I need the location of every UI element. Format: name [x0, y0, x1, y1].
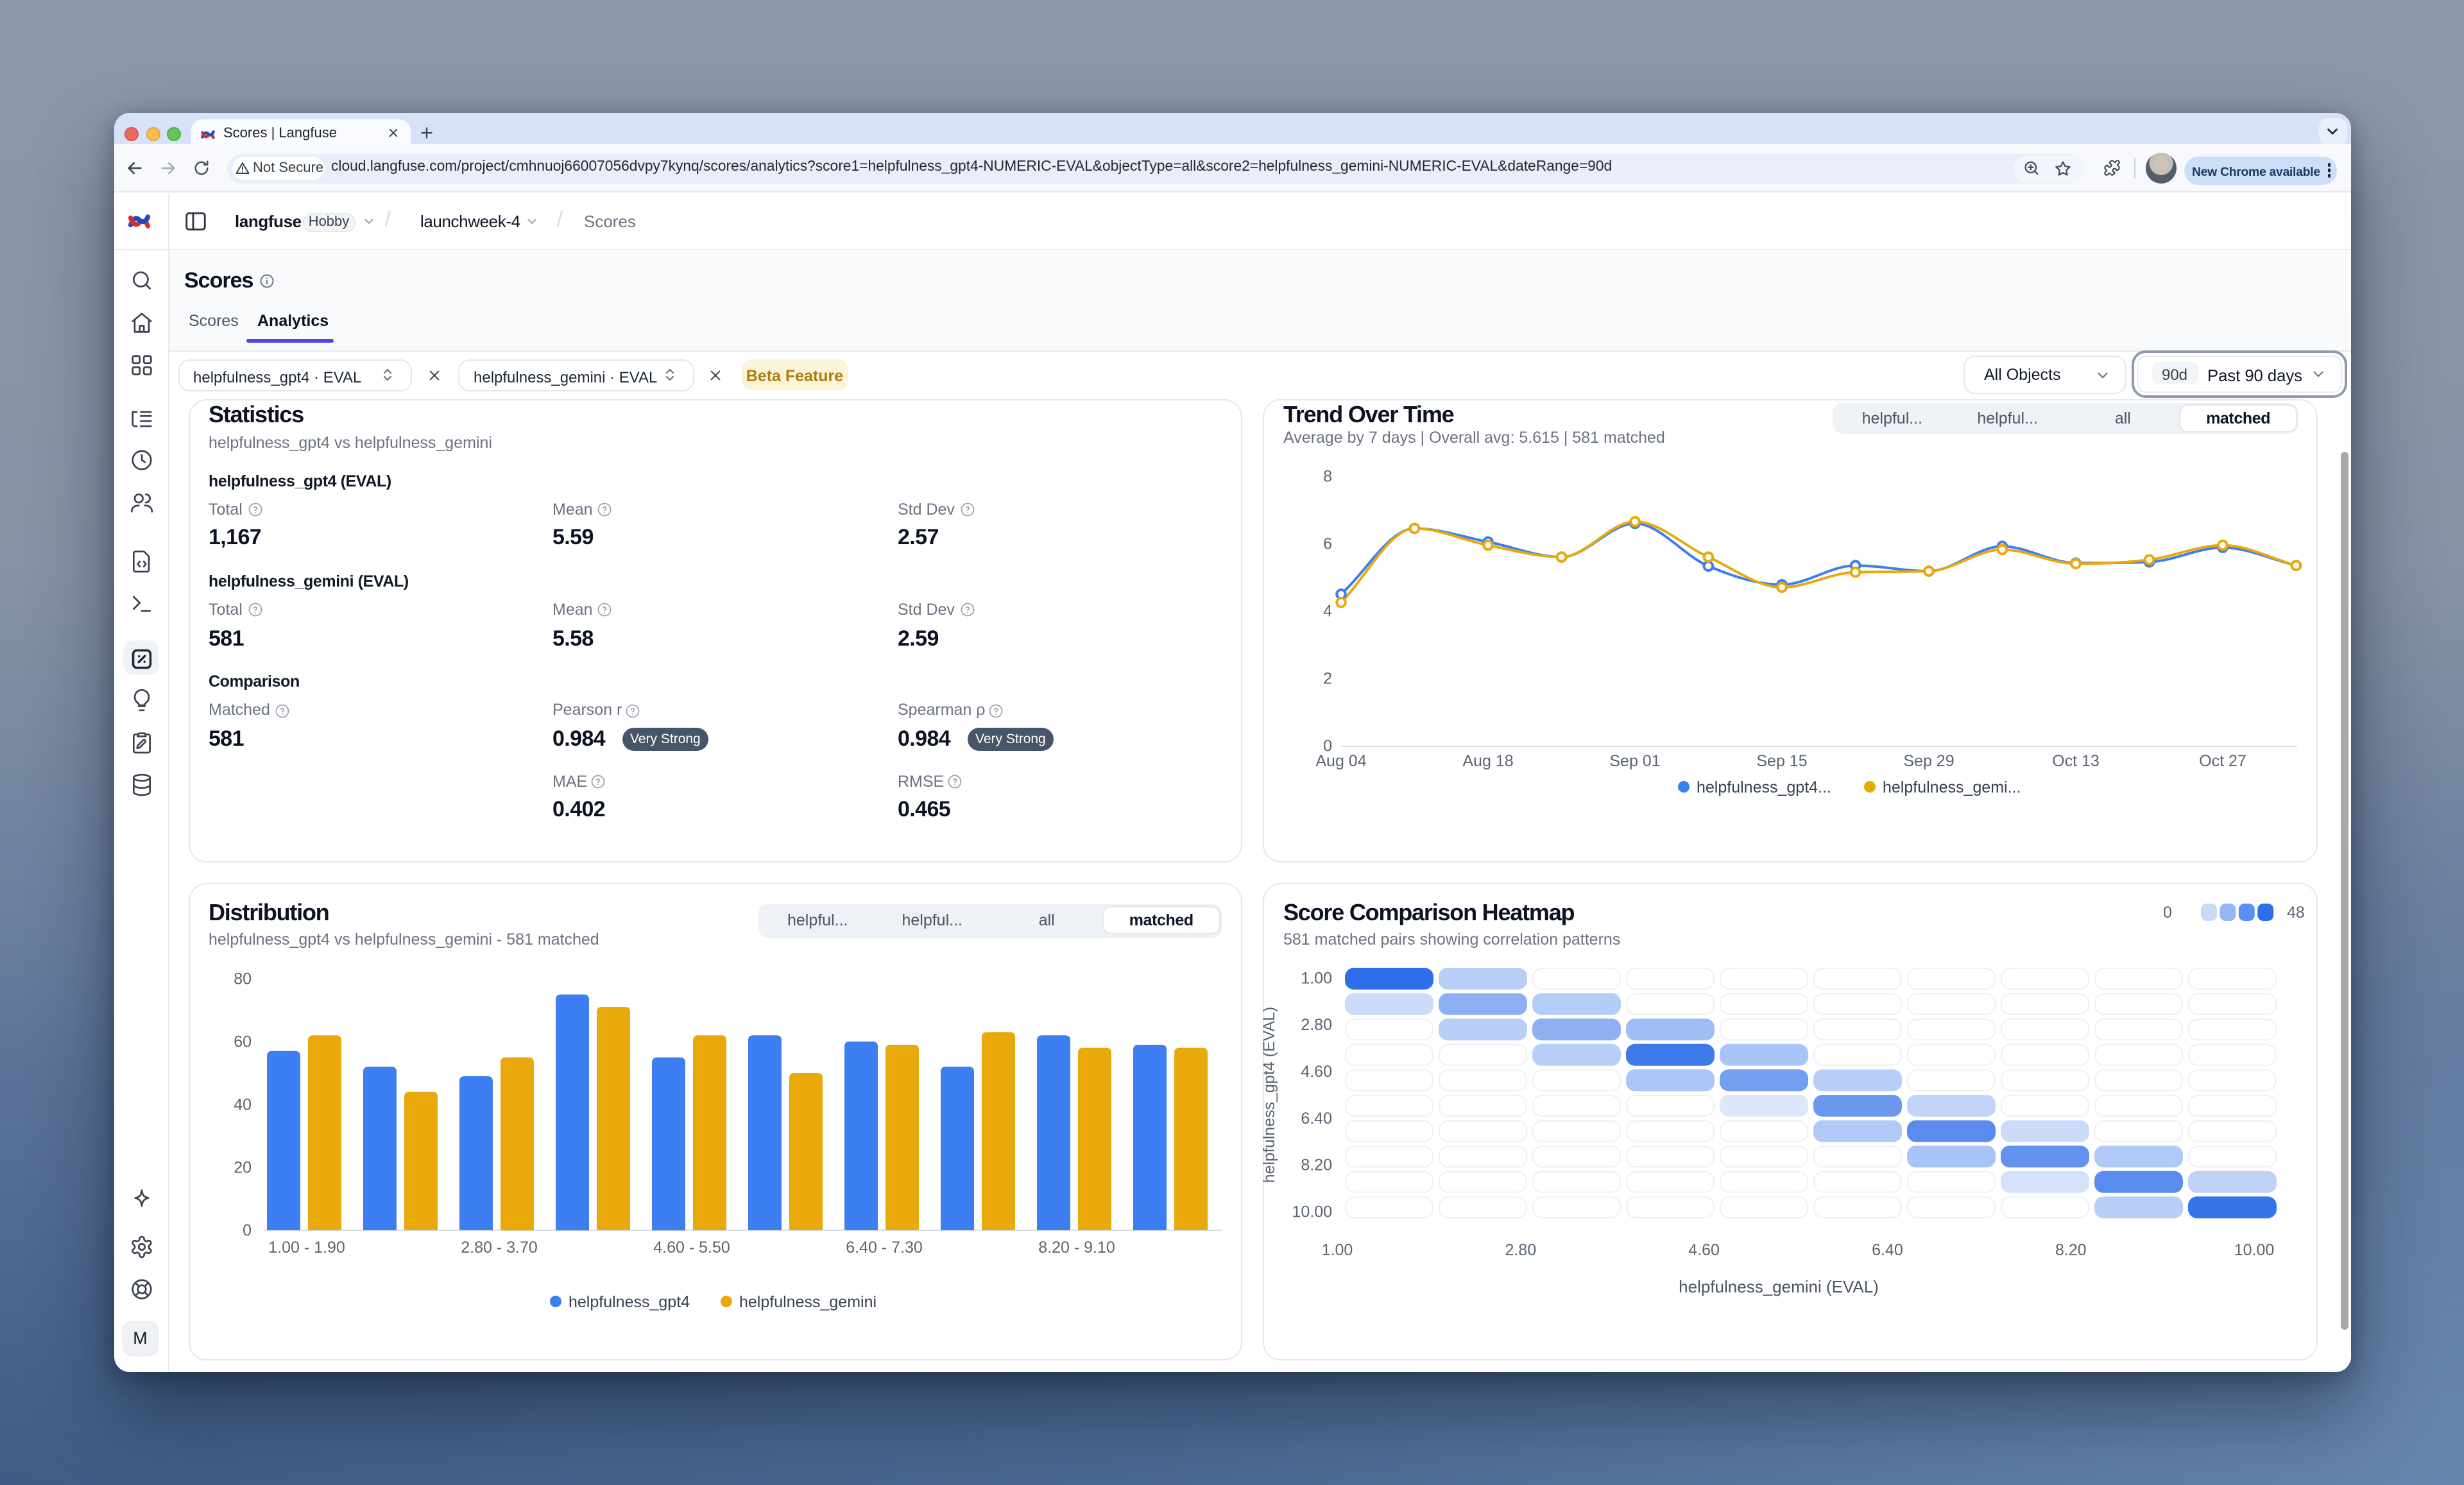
svg-text:helpfulness_gpt4 (EVAL): helpfulness_gpt4 (EVAL) [1260, 1007, 1278, 1183]
svg-text:helpfulness_gpt4: helpfulness_gpt4 [569, 1293, 690, 1311]
svg-text:1.00: 1.00 [1322, 1241, 1353, 1259]
svg-text:1.00 - 1.90: 1.00 - 1.90 [268, 1239, 345, 1257]
svg-text:60: 60 [234, 1033, 252, 1051]
svg-text:Oct 27: Oct 27 [2199, 752, 2246, 770]
svg-text:Sep 01: Sep 01 [1609, 752, 1660, 770]
svg-text:8.20: 8.20 [2055, 1241, 2087, 1259]
svg-text:4: 4 [1323, 602, 1332, 620]
svg-text:8.20 - 9.10: 8.20 - 9.10 [1038, 1239, 1115, 1257]
svg-text:48: 48 [2287, 904, 2305, 922]
svg-text:8.20: 8.20 [1301, 1156, 1332, 1174]
svg-text:6.40: 6.40 [1301, 1110, 1332, 1128]
svg-text:Aug 18: Aug 18 [1462, 752, 1513, 770]
svg-text:6.40: 6.40 [1872, 1241, 1903, 1259]
svg-text:0: 0 [1323, 737, 1332, 755]
svg-text:helpfulness_gemini: helpfulness_gemini [739, 1293, 877, 1311]
svg-text:Oct 13: Oct 13 [2052, 752, 2100, 770]
svg-text:0: 0 [243, 1221, 252, 1239]
svg-text:helpfulness_gemi...: helpfulness_gemi... [1883, 778, 2021, 796]
svg-text:20: 20 [234, 1158, 252, 1176]
svg-text:4.60 - 5.50: 4.60 - 5.50 [653, 1239, 730, 1257]
svg-text:2.80: 2.80 [1301, 1016, 1332, 1034]
svg-text:helpfulness_gemini (EVAL): helpfulness_gemini (EVAL) [1679, 1277, 1879, 1296]
svg-text:10.00: 10.00 [1292, 1203, 1332, 1221]
svg-text:helpfulness_gpt4...: helpfulness_gpt4... [1697, 778, 1831, 796]
svg-text:4.60: 4.60 [1688, 1241, 1720, 1259]
svg-text:2: 2 [1323, 669, 1332, 687]
svg-text:Aug 04: Aug 04 [1315, 752, 1366, 770]
svg-text:1.00: 1.00 [1301, 969, 1332, 987]
svg-text:8: 8 [1323, 467, 1332, 485]
svg-text:0: 0 [2163, 904, 2172, 922]
svg-text:2.80: 2.80 [1505, 1241, 1536, 1259]
svg-text:Sep 15: Sep 15 [1756, 752, 1807, 770]
svg-text:2.80 - 3.70: 2.80 - 3.70 [461, 1239, 538, 1257]
svg-text:40: 40 [234, 1095, 252, 1113]
svg-text:10.00: 10.00 [2234, 1241, 2275, 1259]
svg-text:4.60: 4.60 [1301, 1063, 1332, 1081]
svg-text:Sep 29: Sep 29 [1903, 752, 1954, 770]
svg-text:6.40 - 7.30: 6.40 - 7.30 [846, 1239, 923, 1257]
svg-text:80: 80 [234, 970, 252, 988]
svg-text:6: 6 [1323, 535, 1332, 553]
